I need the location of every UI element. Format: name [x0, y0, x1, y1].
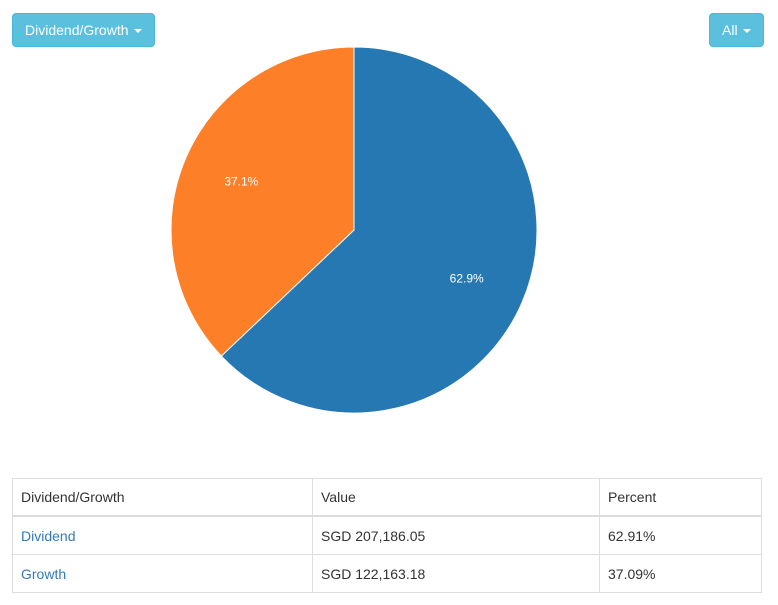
- table-cell-name: Growth: [12, 554, 313, 593]
- pie-label-dividend: 62.9%: [450, 271, 484, 285]
- caret-down-icon: [133, 28, 142, 33]
- table-cell-percent: 37.09%: [599, 554, 762, 593]
- column-header-category[interactable]: Dividend/Growth: [12, 478, 313, 517]
- row-link-growth[interactable]: Growth: [21, 565, 67, 582]
- caret-down-icon: [742, 28, 751, 33]
- table-row: Dividend SGD 207,186.05 62.91%: [12, 515, 762, 555]
- table-header-row: Dividend/Growth Value Percent: [12, 478, 762, 517]
- table-cell-name: Dividend: [12, 515, 313, 555]
- table-cell-percent: 62.91%: [599, 515, 762, 555]
- column-header-value[interactable]: Value: [312, 478, 600, 517]
- group-by-label: Dividend/Growth: [25, 22, 129, 38]
- table-cell-value: SGD 207,186.05: [312, 515, 600, 555]
- row-link-dividend[interactable]: Dividend: [21, 527, 76, 544]
- pie-label-growth: 37.1%: [224, 175, 258, 189]
- pie-chart-svg: 62.9% 37.1%: [170, 46, 538, 414]
- allocation-table: Dividend/Growth Value Percent Dividend S…: [12, 478, 762, 593]
- pie-slice-growth[interactable]: [170, 46, 355, 357]
- table-cell-value: SGD 122,163.18: [312, 554, 600, 593]
- column-header-percent[interactable]: Percent: [599, 478, 762, 517]
- table-row: Growth SGD 122,163.18 37.09%: [12, 554, 762, 593]
- pie-slice-dividend[interactable]: [220, 46, 538, 414]
- filter-dropdown-button[interactable]: All: [709, 13, 764, 47]
- pie-chart: 62.9% 37.1%: [170, 46, 538, 414]
- group-by-dropdown-button[interactable]: Dividend/Growth: [12, 13, 155, 47]
- filter-label: All: [722, 22, 738, 38]
